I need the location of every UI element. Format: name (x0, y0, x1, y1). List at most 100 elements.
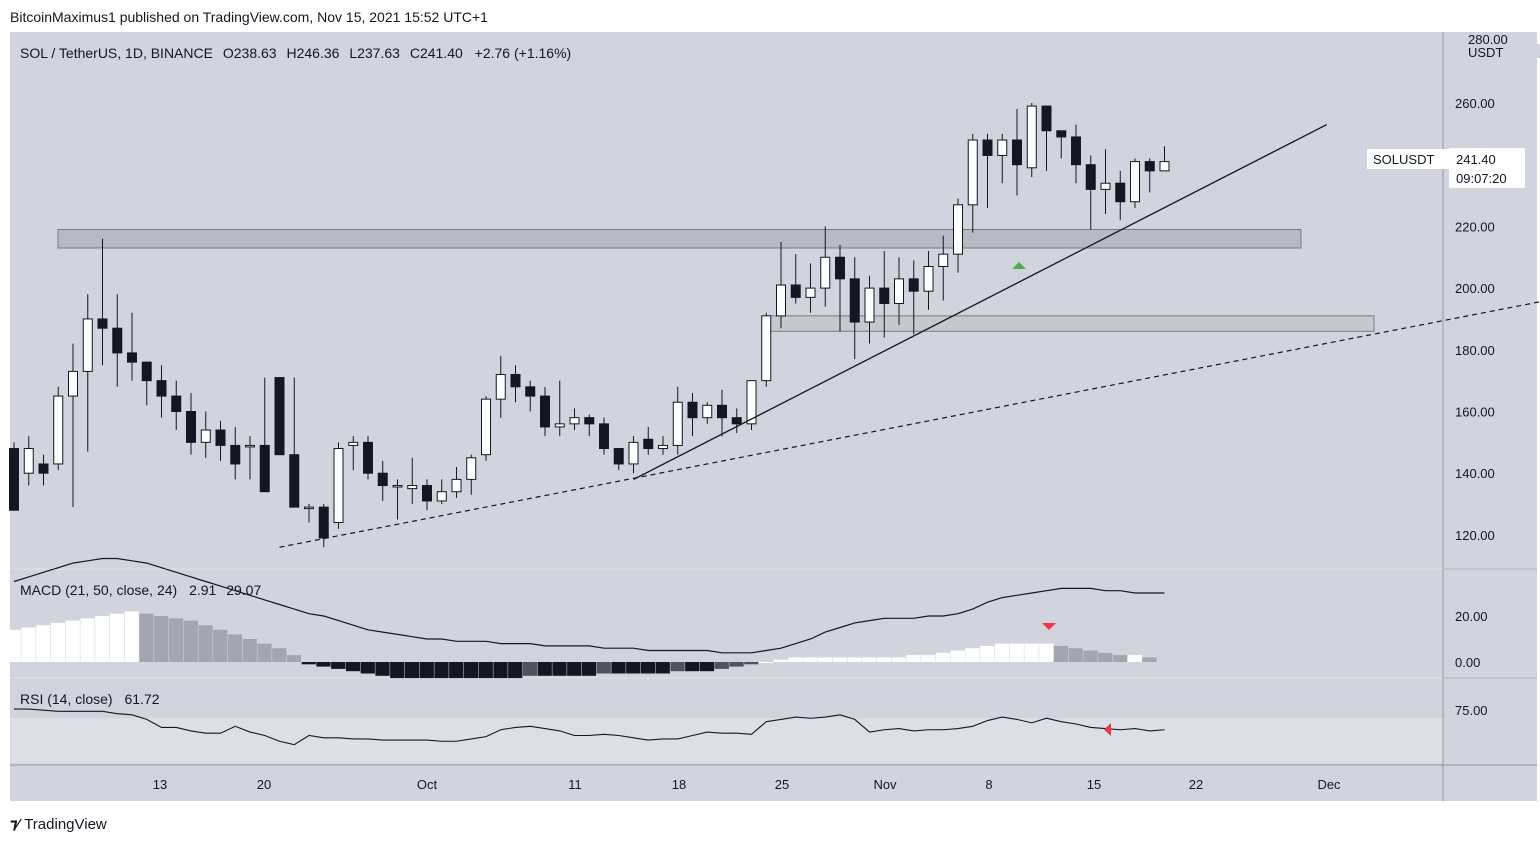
candle-down (186, 411, 196, 443)
macd-histogram-bar (803, 657, 818, 662)
currency-bg (1460, 44, 1540, 58)
macd-histogram-bar (493, 662, 508, 679)
candle-up (392, 485, 403, 488)
price-tick: 200.00 (1455, 281, 1495, 296)
macd-histogram-bar (994, 643, 1010, 662)
candle-down (1056, 130, 1067, 138)
time-axis-area[interactable] (10, 765, 1537, 801)
candle-down (259, 444, 270, 493)
macd-histogram-bar (1024, 643, 1039, 662)
macd-histogram-bar (139, 613, 154, 662)
candle-down (171, 395, 182, 413)
macd-histogram-bar (862, 657, 877, 662)
candle-down (230, 444, 241, 465)
candle-up (967, 139, 978, 206)
candle-up (805, 287, 816, 298)
candle-up (923, 266, 934, 292)
candle-down (849, 278, 860, 323)
time-tick: Oct (417, 777, 438, 792)
brand-name: TradingView (24, 815, 107, 833)
red-left-arrow-rsi (1104, 723, 1111, 736)
candle-up (53, 395, 64, 465)
price-tag-value: 241.40 (1456, 152, 1496, 167)
price-tick: 160.00 (1455, 405, 1495, 420)
time-tick: 13 (153, 777, 167, 792)
candle-down (422, 485, 432, 502)
macd-histogram-bar (699, 662, 715, 672)
macd-histogram-bar (345, 662, 361, 672)
candle-down (141, 361, 152, 382)
macd-histogram-bar (596, 662, 611, 674)
candle-up (451, 478, 462, 493)
rsi-band (10, 718, 1443, 763)
macd-tick-20: 20.00 (1455, 609, 1488, 624)
macd-histogram-bar (198, 625, 213, 662)
candle-up (466, 457, 477, 480)
macd-histogram-bar (404, 662, 420, 679)
candle-down (318, 506, 329, 539)
candle-down (643, 438, 654, 450)
macd-histogram-bar (1039, 643, 1054, 662)
price-tick: 220.00 (1455, 219, 1495, 234)
candle-up (23, 448, 34, 474)
candle-down (289, 454, 300, 508)
candle-up (1026, 105, 1037, 169)
candle-down (908, 278, 919, 292)
macd-histogram-bar (168, 618, 184, 662)
candle-down (835, 256, 845, 280)
macd-histogram-bar (670, 662, 685, 672)
candle-down (613, 448, 624, 465)
rsi-title: RSI (14, close) (20, 691, 113, 707)
green-up-arrow (1012, 262, 1026, 269)
rsi-tick-75: 75.00 (1455, 703, 1488, 718)
macd-histogram-bar (655, 662, 670, 674)
macd-histogram-bar (434, 662, 449, 679)
candle-up (672, 401, 683, 446)
candle-down (377, 472, 388, 487)
macd-histogram-bar (272, 648, 287, 662)
candle-up (554, 423, 565, 428)
close-value: 241.40 (420, 45, 463, 61)
time-tick: 20 (257, 777, 271, 792)
candle-up (820, 256, 831, 289)
ascending-support-line (633, 124, 1328, 480)
macd-histogram-bar (950, 650, 965, 662)
support-zone (57, 228, 1302, 249)
macd-histogram-bar (522, 662, 538, 676)
candle-down (525, 386, 536, 397)
candle-up (569, 417, 580, 425)
candle-down (731, 417, 742, 425)
time-tick: 11 (568, 777, 582, 792)
candle-up (1159, 161, 1170, 172)
candle-down (717, 404, 727, 419)
macd-histogram-bar (906, 655, 921, 662)
countdown-value: 09:07:20 (1456, 171, 1507, 186)
currency-label: USDT (1468, 45, 1503, 60)
macd-histogram-bar (1068, 648, 1083, 662)
candle-up (953, 204, 963, 255)
candle-down (112, 327, 123, 354)
macd-histogram-bar (1053, 645, 1069, 662)
macd-histogram-bar (227, 634, 243, 662)
tradingview-logo-icon: ⁊⁄ (10, 816, 19, 833)
macd-histogram-bar (758, 662, 774, 663)
open-label: O (223, 45, 234, 61)
time-tick: 25 (775, 777, 789, 792)
candle-down (687, 401, 698, 419)
time-tick: 8 (985, 777, 992, 792)
macd-histogram-bar (685, 662, 700, 672)
macd-tick-0: 0.00 (1455, 655, 1480, 670)
price-tick-top-partial: 280.00 (1468, 32, 1508, 47)
macd-title: MACD (21, 50, close, 24) (20, 582, 177, 598)
candle-down (510, 373, 521, 388)
time-tick: Dec (1317, 777, 1341, 792)
macd-histogram-bar (390, 662, 405, 679)
dashed-support-line (279, 301, 1540, 548)
macd-histogram-bar (773, 659, 788, 662)
macd-histogram-bar (36, 625, 51, 662)
price-pane[interactable] (10, 32, 1443, 568)
macd-histogram-bar (980, 645, 995, 662)
macd-histogram-bar (375, 662, 390, 676)
price-tag (1449, 148, 1525, 188)
